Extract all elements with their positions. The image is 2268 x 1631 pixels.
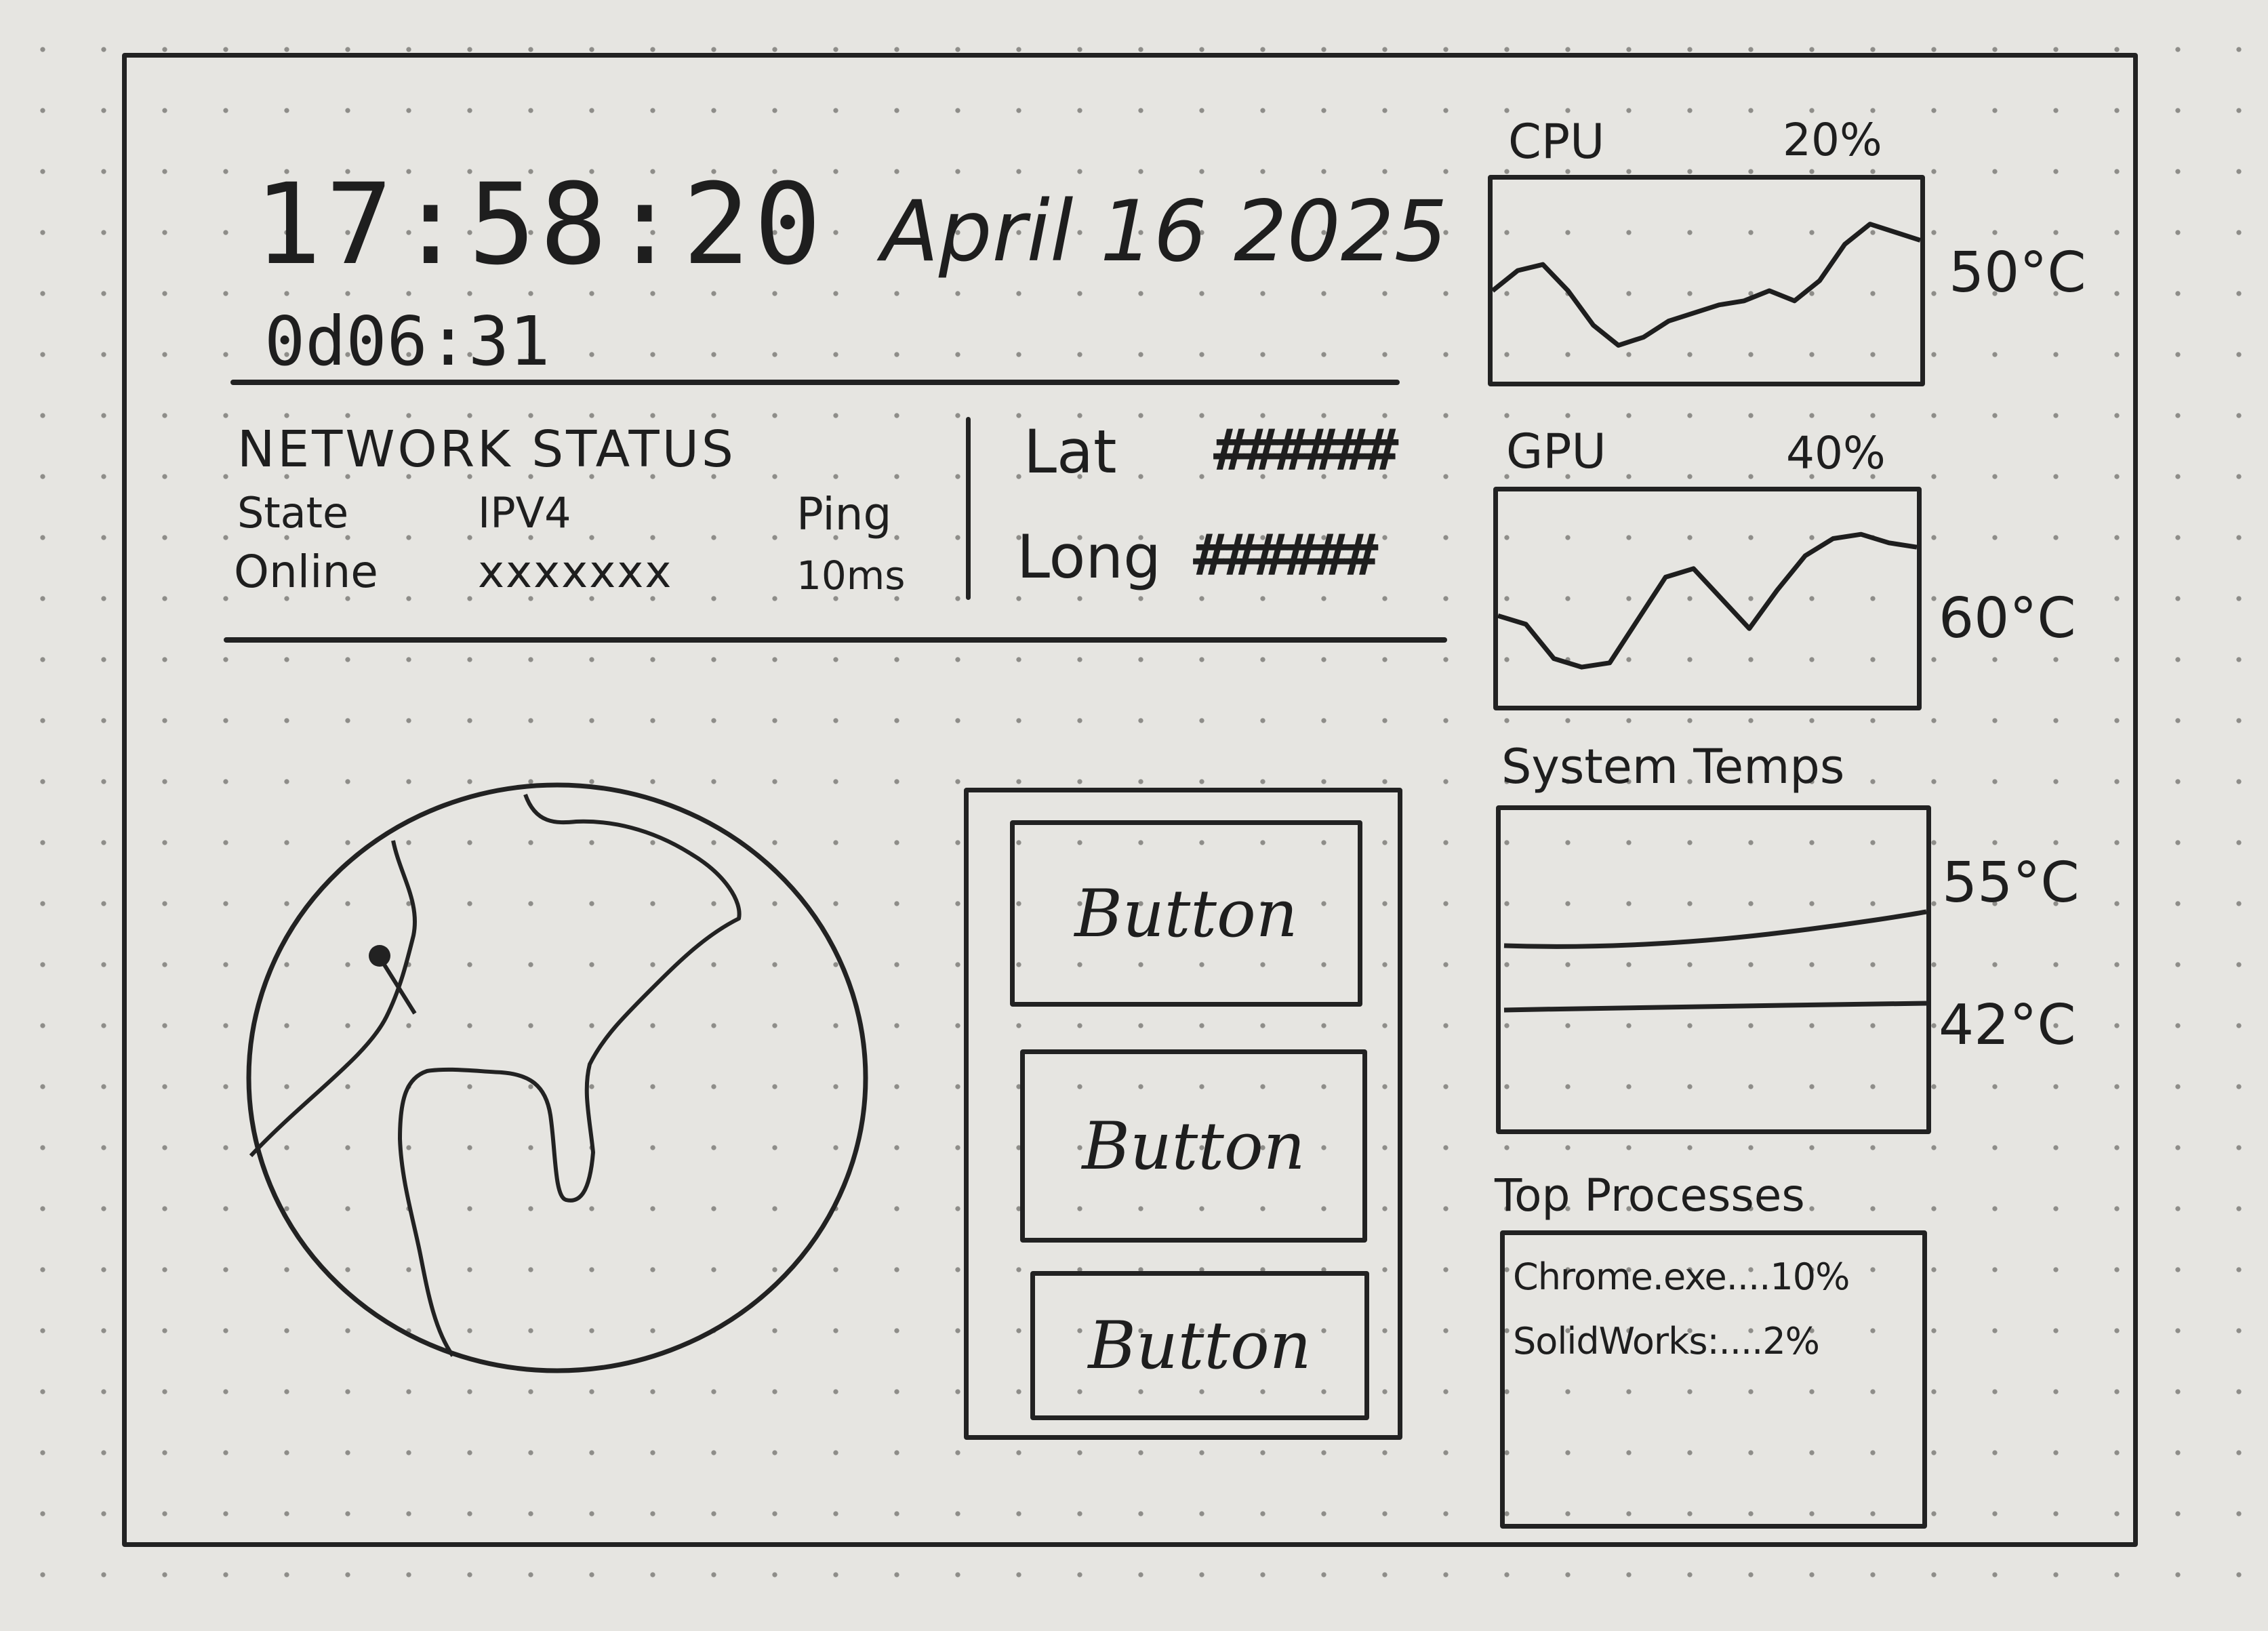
gpu-title: GPU	[1506, 424, 1606, 479]
network-ipv4-label: IPV4	[478, 488, 571, 538]
system-temps-title: System Temps	[1501, 739, 1845, 794]
network-ipv4-value: xxxxxxx	[478, 546, 673, 598]
top-processes-list: Chrome.exe....10% SolidWorks:....2%	[1500, 1230, 1927, 1529]
process-item-1[interactable]: Chrome.exe....10%	[1513, 1255, 1850, 1298]
system-temps-lines	[1503, 909, 1927, 1013]
longitude-value: ######	[1193, 522, 1378, 588]
current-date: April 16 2025	[881, 183, 1448, 281]
top-processes-title: Top Processes	[1495, 1169, 1805, 1222]
temp-line-42	[1503, 1001, 1927, 1013]
action-button-3[interactable]: Button	[1030, 1271, 1369, 1420]
system-temp-reading-2: 42°C	[1939, 993, 2076, 1058]
uptime: 0d06:31	[264, 302, 550, 381]
network-ping-value: 10ms	[796, 552, 906, 599]
cpu-percent: 20%	[1783, 114, 1882, 166]
header-divider	[230, 380, 1400, 385]
cpu-temp: 50°C	[1949, 241, 2086, 305]
network-divider	[224, 637, 1447, 643]
cpu-trend-path	[1491, 222, 1922, 348]
system-temps-graph	[1496, 805, 1931, 1134]
action-button-2[interactable]: Button	[1020, 1049, 1367, 1243]
network-ping-label: Ping	[796, 488, 892, 540]
process-item-2[interactable]: SolidWorks:....2%	[1513, 1320, 1820, 1363]
network-separator	[966, 417, 971, 600]
gpu-temp: 60°C	[1939, 586, 2076, 651]
cpu-graph	[1488, 175, 1925, 386]
network-state-value: Online	[234, 546, 378, 598]
longitude-label: Long	[1017, 522, 1161, 592]
cpu-title: CPU	[1508, 114, 1605, 169]
gpu-usage-line	[1497, 531, 1918, 670]
system-temp-reading-1: 55°C	[1942, 851, 2080, 915]
clock-time: 17:58:20	[254, 159, 826, 289]
gpu-percent: 40%	[1786, 427, 1886, 479]
action-button-1[interactable]: Button	[1010, 820, 1362, 1007]
temp-line-55	[1503, 909, 1927, 949]
latitude-label: Lat	[1024, 417, 1117, 487]
app-frame	[122, 53, 2138, 1547]
latitude-value: ######	[1213, 417, 1398, 483]
network-state-label: State	[237, 488, 349, 538]
network-title: NETWORK STATUS	[237, 420, 736, 479]
cpu-usage-line	[1491, 222, 1922, 348]
button-panel	[964, 788, 1402, 1440]
gpu-trend-path	[1497, 531, 1918, 670]
gpu-graph	[1493, 487, 1922, 710]
